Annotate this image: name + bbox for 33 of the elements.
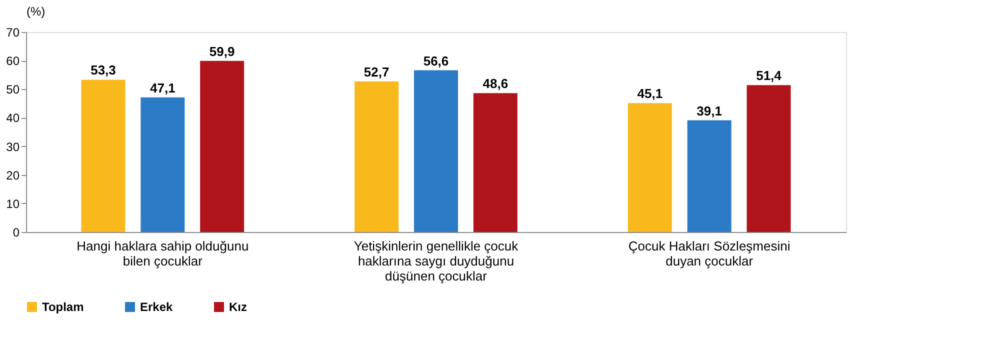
data-label: 48,6: [482, 76, 508, 92]
y-tick-label: 50: [6, 82, 20, 97]
y-tick-label: 40: [6, 111, 20, 126]
bar: [140, 97, 185, 232]
y-tick-label: 30: [6, 140, 20, 154]
y-tick-label: 10: [6, 196, 20, 211]
bar: [200, 60, 244, 232]
data-label: 45,1: [637, 86, 663, 102]
data-label: 56,6: [423, 53, 449, 68]
legend-label: Erkek: [140, 300, 174, 314]
x-tick-label: Hangi haklara sahip olduğunu bilen çocuklar: [76, 238, 249, 268]
data-label: 59,9: [209, 44, 235, 59]
y-axis-title: (%): [26, 4, 46, 18]
y-tick-label: 70: [6, 26, 20, 40]
bar: [687, 120, 732, 232]
data-label: 51,4: [756, 68, 782, 84]
bar: [473, 93, 518, 232]
data-label: 52,7: [364, 64, 390, 80]
data-label: 39,1: [696, 103, 722, 118]
bar: [414, 70, 458, 232]
bar: [354, 81, 399, 232]
data-label: 53,3: [90, 62, 116, 78]
x-tick-label: Yetişkinlerin genellikle çocuk haklarına saygı duyduğunu düşünen çocuklar: [354, 238, 519, 284]
y-tick-label: 0: [12, 226, 20, 240]
legend-label: Kız: [229, 300, 247, 314]
bar: [81, 80, 126, 232]
bar: [628, 103, 672, 232]
data-label: 47,1: [150, 80, 176, 96]
bar: [746, 85, 791, 232]
legend-label: Toplam: [42, 300, 84, 314]
x-tick-label: Çocuk Hakları Sözleşmesini duyan çocuklar: [628, 238, 790, 268]
y-tick-label: 60: [6, 54, 20, 68]
y-tick-label: 20: [6, 168, 20, 182]
